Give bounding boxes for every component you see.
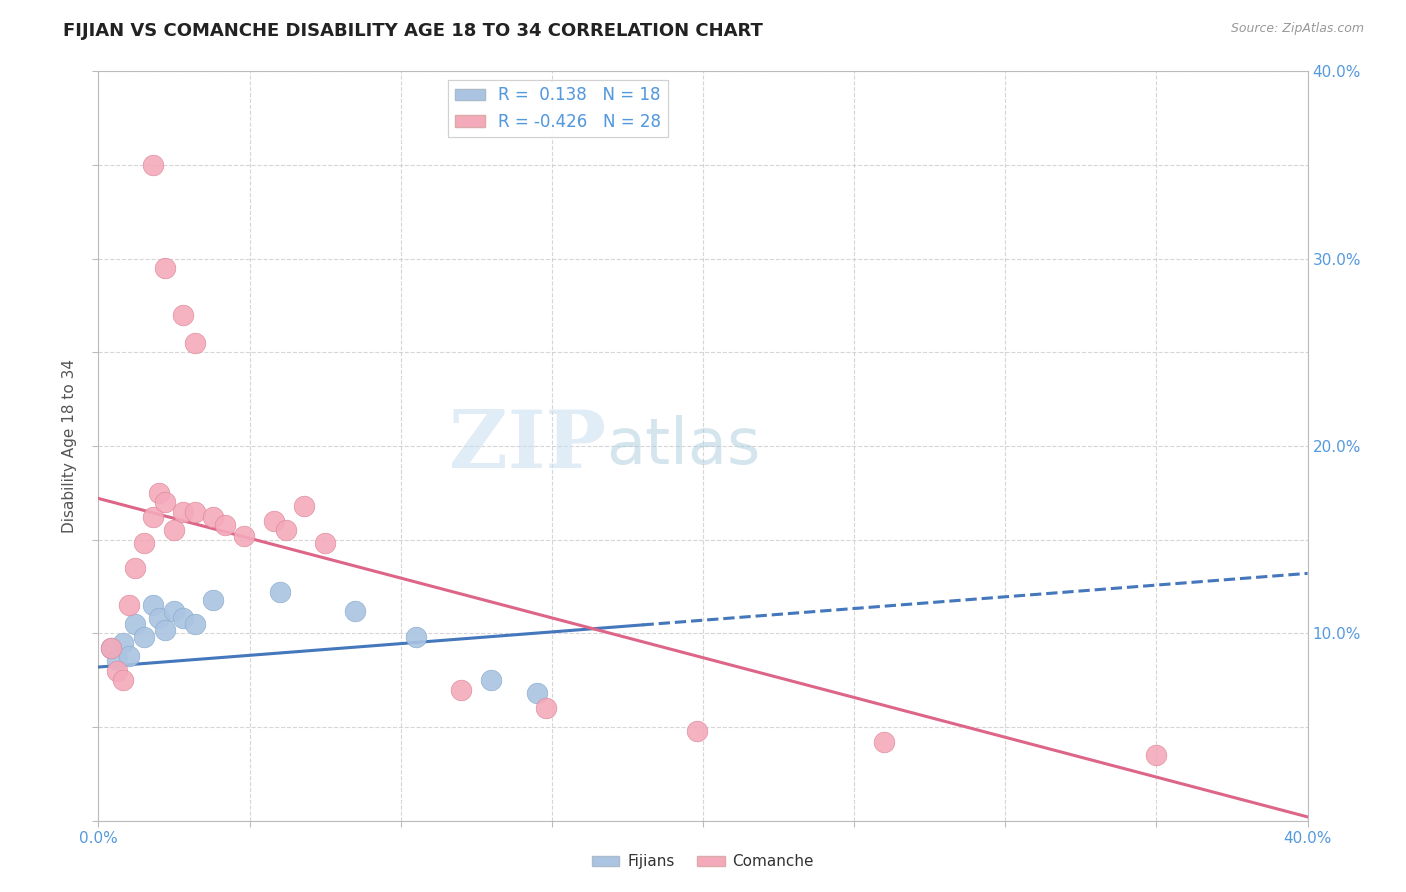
Point	[124, 617, 146, 632]
Point	[481, 673, 503, 688]
Point	[686, 723, 709, 738]
Y-axis label: Disability Age 18 to 34: Disability Age 18 to 34	[62, 359, 77, 533]
Point	[172, 611, 194, 625]
Point	[1144, 747, 1167, 762]
Point	[132, 536, 155, 550]
Point	[274, 524, 297, 538]
Point	[100, 641, 122, 656]
Point	[111, 673, 134, 688]
Point	[142, 599, 165, 613]
Point	[873, 735, 896, 749]
Point	[344, 604, 367, 618]
Text: atlas: atlas	[606, 415, 761, 477]
Point	[142, 158, 165, 172]
Point	[153, 495, 176, 509]
Point	[142, 510, 165, 524]
Point	[132, 630, 155, 644]
Point	[292, 499, 315, 513]
Point	[111, 635, 134, 649]
Text: Source: ZipAtlas.com: Source: ZipAtlas.com	[1230, 22, 1364, 36]
Point	[105, 664, 128, 678]
Text: ZIP: ZIP	[450, 407, 606, 485]
Point	[153, 261, 176, 276]
Text: FIJIAN VS COMANCHE DISABILITY AGE 18 TO 34 CORRELATION CHART: FIJIAN VS COMANCHE DISABILITY AGE 18 TO …	[63, 22, 763, 40]
Point	[148, 486, 170, 500]
Point	[105, 652, 128, 666]
Point	[202, 510, 225, 524]
Point	[172, 505, 194, 519]
Point	[214, 517, 236, 532]
Point	[232, 529, 254, 543]
Point	[118, 648, 141, 663]
Point	[263, 514, 285, 528]
Point	[163, 604, 186, 618]
Point	[405, 630, 427, 644]
Point	[100, 641, 122, 656]
Point	[118, 599, 141, 613]
Point	[172, 308, 194, 322]
Point	[184, 617, 207, 632]
Point	[148, 611, 170, 625]
Legend: R =  0.138   N = 18, R = -0.426   N = 28: R = 0.138 N = 18, R = -0.426 N = 28	[449, 79, 668, 137]
Point	[184, 336, 207, 351]
Point	[526, 686, 548, 700]
Point	[269, 585, 291, 599]
Point	[153, 623, 176, 637]
Point	[534, 701, 557, 715]
Legend: Fijians, Comanche: Fijians, Comanche	[586, 848, 820, 875]
Point	[314, 536, 336, 550]
Point	[124, 561, 146, 575]
Point	[184, 505, 207, 519]
Point	[202, 592, 225, 607]
Point	[450, 682, 472, 697]
Point	[163, 524, 186, 538]
